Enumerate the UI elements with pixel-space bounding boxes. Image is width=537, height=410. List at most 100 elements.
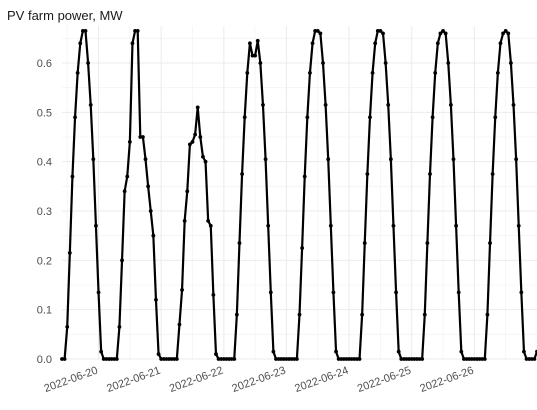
data-point — [221, 357, 226, 361]
data-point — [104, 357, 109, 361]
data-point — [475, 357, 479, 361]
data-point — [365, 172, 370, 176]
data-point — [281, 357, 286, 361]
data-point — [396, 349, 401, 354]
data-point — [242, 115, 247, 120]
data-point — [83, 29, 88, 33]
data-point — [443, 31, 448, 36]
data-point — [268, 290, 273, 295]
data-point — [498, 41, 503, 46]
data-point — [101, 357, 106, 361]
data-point — [433, 70, 438, 75]
data-point — [441, 29, 445, 33]
y-tick-label: 0.5 — [37, 107, 52, 119]
data-point — [203, 159, 208, 164]
data-point — [347, 357, 351, 361]
data-point — [529, 357, 534, 361]
data-point — [503, 29, 508, 33]
data-point — [454, 223, 458, 228]
data-point — [78, 41, 83, 46]
data-point — [240, 172, 244, 176]
data-point — [360, 312, 365, 317]
data-point — [495, 70, 500, 75]
data-point — [514, 157, 519, 162]
data-point — [248, 41, 252, 46]
data-point — [167, 357, 171, 361]
y-tick-label: 0.2 — [37, 255, 52, 267]
data-point — [70, 174, 75, 179]
data-point — [287, 357, 291, 361]
data-point — [185, 189, 190, 194]
data-point — [284, 357, 289, 361]
data-point — [344, 357, 349, 361]
data-point — [263, 157, 268, 162]
data-point — [407, 357, 412, 361]
data-point — [292, 357, 297, 361]
data-point — [109, 357, 114, 361]
data-point — [310, 41, 315, 46]
data-point — [527, 357, 532, 361]
data-point — [430, 115, 435, 120]
data-point — [253, 53, 258, 58]
data-point — [300, 246, 305, 250]
data-point — [133, 29, 137, 33]
data-point — [412, 357, 417, 361]
data-point — [381, 31, 385, 36]
data-point — [143, 157, 148, 162]
data-point — [120, 258, 124, 263]
data-point — [415, 357, 419, 361]
data-point — [237, 241, 242, 245]
data-point — [75, 70, 80, 75]
data-point — [391, 223, 396, 228]
data-point — [229, 357, 234, 361]
data-point — [255, 38, 260, 43]
data-point — [375, 29, 380, 33]
data-point — [394, 290, 398, 295]
data-point — [399, 357, 404, 361]
data-point — [386, 103, 391, 107]
data-point — [214, 352, 218, 356]
data-point — [127, 140, 132, 144]
data-point — [302, 174, 307, 179]
data-point — [245, 70, 250, 75]
data-point — [88, 103, 93, 107]
data-point — [368, 115, 372, 120]
data-point — [219, 357, 224, 361]
data-point — [159, 357, 164, 361]
data-point — [65, 325, 70, 329]
data-point — [357, 357, 362, 361]
data-point — [279, 357, 284, 361]
data-point — [331, 290, 336, 295]
data-point — [326, 157, 331, 162]
data-point — [91, 157, 96, 162]
data-point — [493, 115, 498, 120]
data-point — [355, 357, 359, 361]
data-point — [208, 223, 213, 228]
data-point — [378, 29, 383, 33]
data-point — [422, 312, 427, 317]
data-point — [146, 184, 151, 189]
data-point — [60, 357, 64, 361]
data-point — [519, 290, 524, 295]
data-point — [96, 290, 101, 295]
data-point — [161, 357, 166, 361]
data-point — [409, 357, 414, 361]
data-point — [501, 31, 505, 36]
data-point — [114, 357, 119, 361]
data-point — [485, 312, 490, 317]
data-point — [401, 357, 406, 361]
y-tick-label: 0.1 — [37, 305, 52, 317]
data-point — [417, 357, 422, 361]
data-point — [456, 290, 461, 295]
data-point — [509, 61, 513, 65]
data-point — [315, 29, 320, 33]
data-point — [488, 241, 492, 245]
data-point — [435, 41, 440, 46]
x-tick-label: 2022-06-20 — [43, 365, 100, 396]
data-point — [141, 135, 145, 139]
data-point — [448, 103, 453, 107]
data-point — [438, 31, 443, 36]
data-point — [182, 218, 187, 223]
data-point — [490, 172, 495, 176]
